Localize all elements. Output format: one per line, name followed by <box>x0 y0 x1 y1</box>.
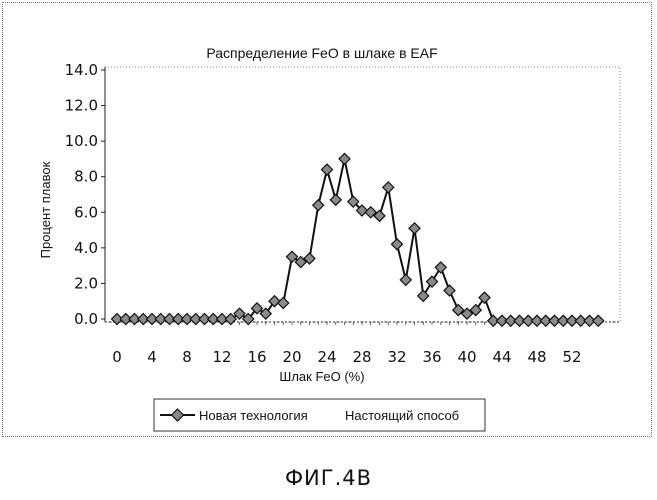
y-tick-label: 12.0 <box>65 97 98 115</box>
data-point <box>322 164 333 175</box>
data-point <box>418 290 429 301</box>
x-tick-label: 24 <box>317 348 336 366</box>
x-tick-label: 28 <box>352 348 371 366</box>
data-point <box>225 314 236 325</box>
chart-title: Распределение FeO в шлаке в EAF <box>206 45 437 61</box>
x-tick-label: 40 <box>457 348 476 366</box>
plot-area-border <box>105 67 620 322</box>
data-point <box>330 194 341 205</box>
x-tick-label: 12 <box>212 348 231 366</box>
x-tick-label: 20 <box>282 348 301 366</box>
y-axis-title: Процент плавок <box>38 161 53 258</box>
data-point <box>313 200 324 211</box>
data-point <box>400 274 411 285</box>
x-tick-label: 4 <box>147 348 157 366</box>
data-point <box>339 153 350 164</box>
y-tick-label: 14.0 <box>65 61 98 79</box>
x-tick-label: 16 <box>247 348 266 366</box>
legend-label-new-technology: Новая технология <box>199 408 308 423</box>
x-axis-ticks: 0481216202428323640444852 <box>112 322 598 366</box>
chart-svg: Распределение FeO в шлаке в EAF 0.0 2.0 4.… <box>0 0 657 440</box>
y-axis-ticks: 0.0 2.0 4.0 6.0 8.0 10.0 12.0 14.0 <box>65 61 105 328</box>
legend-label-current-method: Настоящий способ <box>345 408 459 423</box>
figure-caption: ФИГ.4B <box>0 466 657 490</box>
x-tick-label: 52 <box>562 348 581 366</box>
data-point <box>383 182 394 193</box>
series-line-new-technology <box>117 159 598 321</box>
x-tick-label: 8 <box>182 348 192 366</box>
x-tick-label: 32 <box>387 348 406 366</box>
y-tick-label: 2.0 <box>74 274 98 292</box>
y-tick-label: 4.0 <box>74 239 98 257</box>
y-tick-label: 6.0 <box>74 203 98 221</box>
data-point <box>278 297 289 308</box>
y-tick-label: 10.0 <box>65 132 98 150</box>
data-point <box>234 308 245 319</box>
data-point <box>427 276 438 287</box>
x-tick-label: 36 <box>422 348 441 366</box>
x-axis-title: Шлак FeO (%) <box>279 369 364 384</box>
data-point <box>287 251 298 262</box>
data-point <box>444 285 455 296</box>
y-tick-label: 0.0 <box>74 310 98 328</box>
data-point <box>409 223 420 234</box>
data-point <box>392 239 403 250</box>
data-point <box>435 262 446 273</box>
x-tick-label: 0 <box>112 348 122 366</box>
data-point <box>593 315 604 326</box>
legend: Новая технология Настоящий способ <box>154 399 485 431</box>
x-tick-label: 48 <box>527 348 546 366</box>
x-tick-label: 44 <box>492 348 511 366</box>
y-tick-label: 8.0 <box>74 168 98 186</box>
series-layer <box>112 153 604 326</box>
